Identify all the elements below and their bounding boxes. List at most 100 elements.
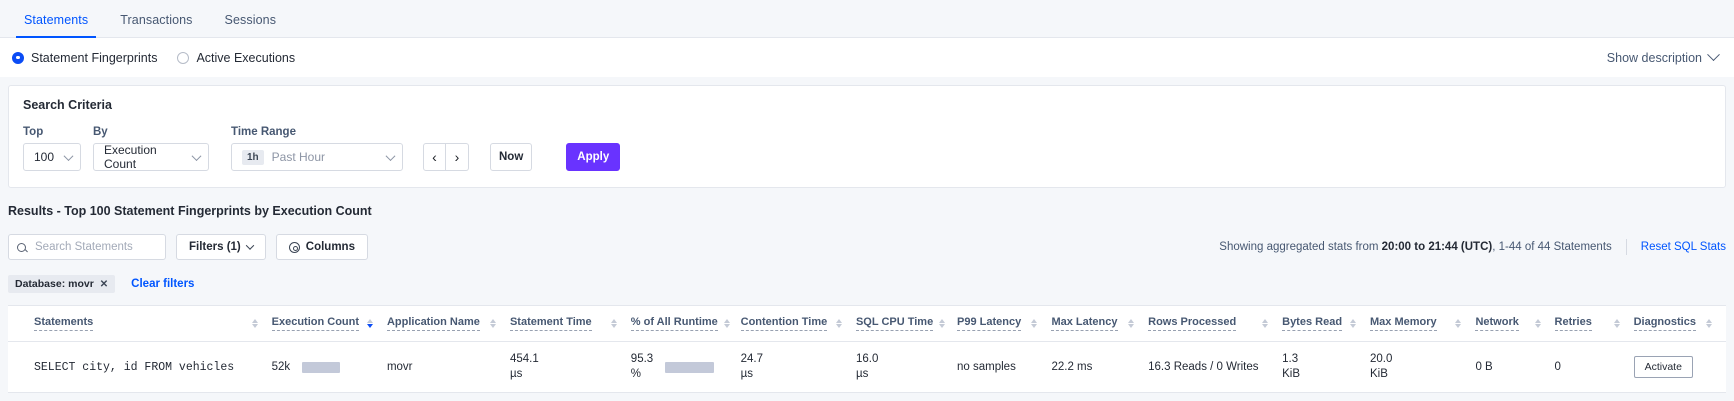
filter-chip-label: Database: movr <box>15 278 94 290</box>
search-statements-box[interactable] <box>8 234 166 260</box>
view-toggle-bar: Statement Fingerprints Active Executions… <box>0 38 1734 77</box>
cell-statement[interactable]: SELECT city, id FROM vehicles <box>8 341 272 393</box>
col-p99-latency[interactable]: P99 Latency <box>957 306 1052 342</box>
radio-statement-fingerprints[interactable]: Statement Fingerprints <box>12 51 157 65</box>
bytes-read-value: 1.3 <box>1282 353 1299 365</box>
top-select[interactable]: 100 <box>23 143 81 171</box>
sort-icon[interactable] <box>1350 319 1356 328</box>
results-summary: Showing aggregated stats from 20:00 to 2… <box>1219 239 1726 255</box>
statements-table-container: Statements Execution Count Application N… <box>8 305 1726 393</box>
bytes-read-unit: KiB <box>1282 368 1301 380</box>
max-memory-unit: KiB <box>1370 368 1388 380</box>
sort-icon[interactable] <box>1031 319 1038 328</box>
sort-icon[interactable] <box>610 319 617 328</box>
col-contention-time[interactable]: Contention Time <box>740 306 856 342</box>
col-pct-all-runtime-label: % of All Runtime <box>630 316 718 331</box>
filters-button[interactable]: Filters (1) <box>176 234 266 260</box>
col-retries-label: Retries <box>1554 316 1592 331</box>
sql-cpu-time-unit: µs <box>855 368 869 380</box>
col-statements-label: Statements <box>34 316 94 331</box>
col-statement-time[interactable]: Statement Time <box>509 306 631 342</box>
close-icon[interactable]: ✕ <box>99 278 109 290</box>
radio-active-executions-label: Active Executions <box>196 50 296 65</box>
col-statements[interactable]: Statements <box>8 306 272 342</box>
sort-icon[interactable] <box>1262 319 1269 328</box>
top-select-value: 100 <box>34 150 55 164</box>
contention-time-stack: 24.7 µs <box>741 352 856 382</box>
columns-button[interactable]: Columns <box>275 234 368 260</box>
view-toggle-group: Statement Fingerprints Active Executions <box>12 51 295 65</box>
results-toolbar: Filters (1) Columns Showing aggregated s… <box>8 234 1726 260</box>
sort-icon[interactable] <box>835 319 842 328</box>
cell-network: 0 B <box>1475 341 1555 393</box>
chevron-down-icon <box>385 150 396 161</box>
clear-filters-link[interactable]: Clear filters <box>131 278 195 290</box>
time-prev-button[interactable]: ‹ <box>423 143 446 171</box>
stats-suffix: , 1-44 of 44 Statements <box>1492 241 1612 253</box>
cell-diagnostics: Activate <box>1633 341 1726 393</box>
time-range-value: Past Hour <box>271 150 326 164</box>
col-bytes-read-label: Bytes Read <box>1282 316 1343 331</box>
time-next-button[interactable]: › <box>446 143 469 171</box>
sort-icon[interactable] <box>251 319 258 328</box>
time-range-field: Time Range 1h Past Hour <box>231 126 403 171</box>
col-max-latency[interactable]: Max Latency <box>1051 306 1149 342</box>
cell-p99-latency: no samples <box>957 341 1052 393</box>
col-pct-all-runtime[interactable]: % of All Runtime <box>630 306 741 342</box>
cell-max-memory: 20.0 KiB <box>1370 341 1476 393</box>
reset-sql-stats-link[interactable]: Reset SQL Stats <box>1625 239 1726 255</box>
col-max-memory[interactable]: Max Memory <box>1370 306 1476 342</box>
show-description-toggle[interactable]: Show description <box>1607 48 1720 65</box>
sort-icon[interactable] <box>1534 319 1541 328</box>
sort-icon[interactable] <box>1455 319 1462 328</box>
pct-runtime-value: 95.3 <box>630 353 654 365</box>
table-row[interactable]: SELECT city, id FROM vehicles 52k movr 4… <box>8 341 1726 393</box>
main-tab-bar: Statements Transactions Sessions <box>0 0 1734 38</box>
tab-sessions[interactable]: Sessions <box>224 13 277 27</box>
filter-chip-database[interactable]: Database: movr ✕ <box>8 275 116 293</box>
contention-time-unit: µs <box>740 368 754 380</box>
sort-icon[interactable] <box>1706 319 1712 328</box>
statements-table-body: SELECT city, id FROM vehicles 52k movr 4… <box>8 341 1726 393</box>
sort-icon[interactable] <box>489 319 496 328</box>
col-statement-time-label: Statement Time <box>509 316 592 331</box>
by-select[interactable]: Execution Count <box>93 143 209 171</box>
stats-prefix: Showing aggregated stats from <box>1219 241 1382 253</box>
radio-statement-fingerprints-label: Statement Fingerprints <box>31 50 158 65</box>
statement-text[interactable]: SELECT city, id FROM vehicles <box>34 360 235 374</box>
bytes-read-stack: 1.3 KiB <box>1282 352 1370 382</box>
by-field: By Execution Count <box>93 126 209 171</box>
col-network[interactable]: Network <box>1475 306 1555 342</box>
cell-sql-cpu-time: 16.0 µs <box>855 341 958 393</box>
col-rows-processed[interactable]: Rows Processed <box>1148 306 1283 342</box>
cell-max-latency: 22.2 ms <box>1051 341 1149 393</box>
statement-time-unit: µs <box>509 368 523 380</box>
col-diagnostics[interactable]: Diagnostics <box>1633 306 1726 342</box>
col-diagnostics-label: Diagnostics <box>1633 316 1696 331</box>
col-execution-count[interactable]: Execution Count <box>271 306 387 342</box>
search-input[interactable] <box>33 240 157 254</box>
apply-button[interactable]: Apply <box>566 143 621 171</box>
sql-cpu-time-value: 16.0 <box>855 353 879 365</box>
top-label: Top <box>23 126 44 138</box>
col-max-memory-label: Max Memory <box>1370 316 1437 331</box>
statements-table-head: Statements Execution Count Application N… <box>8 306 1726 342</box>
activate-diagnostics-button[interactable]: Activate <box>1633 356 1693 378</box>
col-sql-cpu-time[interactable]: SQL CPU Time <box>855 306 958 342</box>
sort-icon[interactable] <box>1613 319 1620 328</box>
sort-icon[interactable] <box>723 319 730 328</box>
now-button[interactable]: Now <box>490 143 533 171</box>
sort-icon-active[interactable] <box>366 319 373 328</box>
col-retries[interactable]: Retries <box>1554 306 1634 342</box>
max-memory-value: 20.0 <box>1370 353 1393 365</box>
col-application-name[interactable]: Application Name <box>386 306 510 342</box>
tab-transactions[interactable]: Transactions <box>120 13 193 27</box>
sort-icon[interactable] <box>1128 319 1135 328</box>
search-icon <box>17 242 26 252</box>
time-range-select[interactable]: 1h Past Hour <box>231 143 403 171</box>
tab-statements[interactable]: Statements <box>8 13 104 38</box>
col-bytes-read[interactable]: Bytes Read <box>1282 306 1370 342</box>
radio-active-executions[interactable]: Active Executions <box>177 51 295 65</box>
chevron-down-icon <box>191 150 202 161</box>
sort-icon[interactable] <box>939 319 946 328</box>
